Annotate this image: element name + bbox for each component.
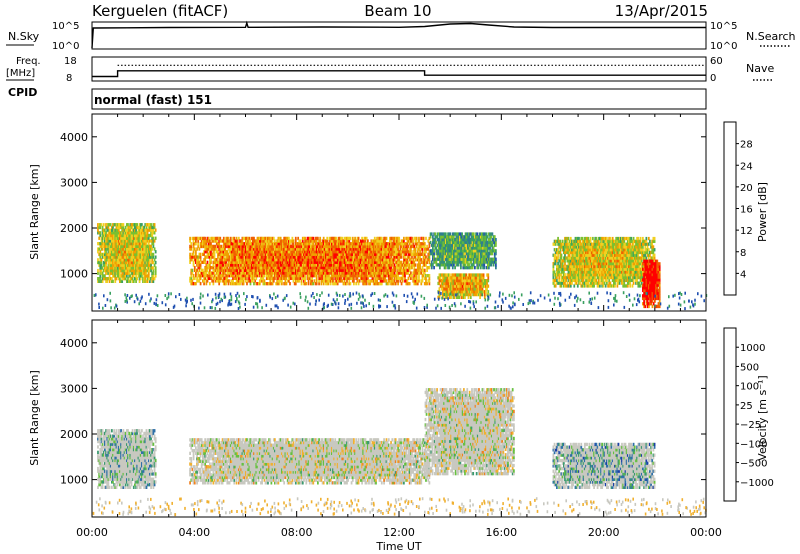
nave-label: Nave — [746, 62, 774, 75]
nsky-tick-top: 10^5 — [52, 21, 79, 32]
heatmap-cell — [415, 263, 417, 266]
heatmap-cell — [418, 237, 420, 240]
heatmap-cell — [155, 266, 157, 269]
heatmap-cell — [190, 242, 192, 245]
nsearch-tick-top: 10^5 — [710, 21, 737, 32]
heatmap-cell — [386, 237, 388, 240]
nsearch-tick-bottom: 10^0 — [710, 41, 737, 52]
heatmap-cell — [326, 237, 328, 240]
date-title: 13/Apr/2015 — [615, 2, 708, 20]
cpid-value: normal (fast) 151 — [94, 93, 212, 107]
heatmap-cell — [97, 269, 99, 272]
heatmap-cell — [398, 237, 400, 240]
heatmap-cell — [155, 229, 157, 232]
heatmap-cell — [103, 223, 105, 226]
radar-summary-plot: Kerguelen (fitACF) Beam 10 13/Apr/2015 N… — [0, 0, 800, 554]
heatmap-cell — [230, 237, 232, 240]
cpid-label: CPID — [8, 86, 37, 99]
freq-tick-bottom: 8 — [66, 73, 72, 84]
heatmap-cell — [409, 282, 411, 285]
heatmap-cell — [403, 237, 405, 240]
nave-tick-bottom: 0 — [710, 73, 716, 84]
heatmap-cell — [350, 237, 352, 240]
heatmap-cell — [319, 237, 321, 240]
heatmap-cell — [209, 282, 211, 285]
heatmap-cell — [423, 237, 425, 240]
nsky-label: N.Sky — [8, 30, 40, 43]
heatmap-cell — [155, 256, 157, 259]
nsearch-label: N.Search — [746, 30, 796, 43]
beam-title: Beam 10 — [364, 2, 431, 20]
heatmap-cell — [350, 282, 352, 285]
heatmap-cell — [200, 282, 202, 285]
heatmap-cell — [99, 231, 101, 234]
heatmap-cell — [295, 237, 297, 240]
heatmap-cell — [123, 223, 125, 226]
nave-tick-top: 60 — [710, 56, 723, 67]
heatmap-cell — [305, 282, 307, 285]
heatmap-cell — [155, 237, 157, 240]
heatmap-cell — [192, 269, 194, 272]
heatmap-cell — [112, 280, 114, 283]
heatmap-cell — [358, 237, 360, 240]
heatmap-cell — [200, 253, 202, 256]
heatmap-cell — [155, 250, 157, 253]
freq-tick-top: 18 — [64, 56, 77, 67]
station-title: Kerguelen (fitACF) — [92, 2, 228, 20]
heatmap-cell — [293, 239, 295, 242]
heatmap-cell — [155, 261, 157, 264]
nsky-tick-bottom: 10^0 — [52, 41, 79, 52]
freq-label-line2: [MHz] — [6, 68, 35, 79]
freq-label-line1: Freq. — [16, 56, 41, 67]
heatmap-cell — [154, 223, 156, 226]
heatmap-cell — [289, 282, 291, 285]
heatmap-cell — [153, 253, 155, 256]
heatmap-cell — [189, 237, 191, 240]
heatmap-cell — [416, 237, 418, 240]
